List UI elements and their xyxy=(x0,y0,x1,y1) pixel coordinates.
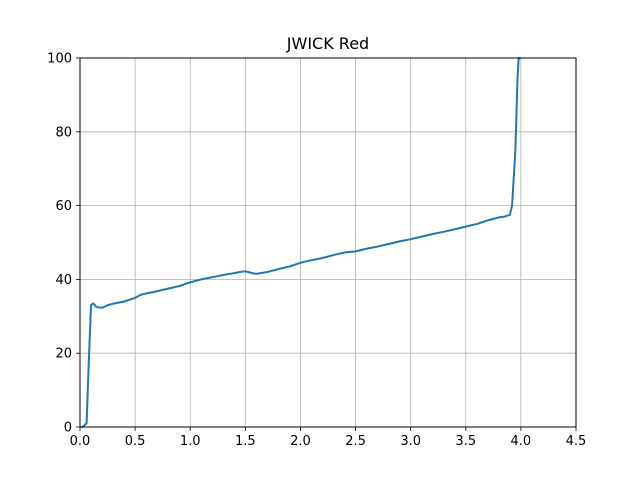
x-axis: 0.0 0.5 1.0 1.5 2.0 2.5 3.0 3.5 4.0 4.5 xyxy=(70,427,587,449)
y-tick-label: 60 xyxy=(55,199,72,214)
series-layer xyxy=(81,57,521,428)
x-tick-label: 2.0 xyxy=(290,434,311,449)
y-tick-label: 20 xyxy=(55,347,72,362)
x-tick-label: 0.5 xyxy=(125,434,146,449)
x-tick-label: 4.5 xyxy=(566,434,587,449)
y-tick-label: 100 xyxy=(47,52,72,67)
plot-area-frame xyxy=(79,57,577,428)
series-line xyxy=(81,57,521,428)
y-tick-label: 80 xyxy=(55,125,72,140)
x-tick-label: 0.0 xyxy=(70,434,91,449)
chart-title: JWICK Red xyxy=(286,34,369,53)
x-tick-label: 3.5 xyxy=(455,434,476,449)
x-tick-label: 4.0 xyxy=(511,434,532,449)
x-tick-label: 1.5 xyxy=(235,434,256,449)
y-tick-label: 0 xyxy=(64,421,72,436)
x-tick-label: 1.0 xyxy=(180,434,201,449)
y-tick-label: 40 xyxy=(55,273,72,288)
x-tick-label: 2.5 xyxy=(345,434,366,449)
x-tick-label: 3.0 xyxy=(400,434,421,449)
y-axis: 0 20 40 60 80 100 xyxy=(47,52,80,436)
